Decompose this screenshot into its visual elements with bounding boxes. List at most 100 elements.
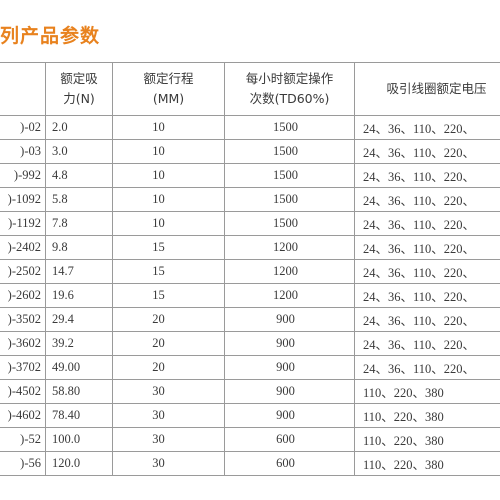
header-rated-stroke: 额定行程 (MM) xyxy=(112,62,225,116)
cell-operations-per-hour: 1500 xyxy=(224,211,355,236)
cell-rated-stroke: 20 xyxy=(112,355,225,380)
cell-model: )-992 xyxy=(0,163,46,188)
cell-rated-force: 5.8 xyxy=(45,187,113,212)
cell-rated-force: 49.00 xyxy=(45,355,113,380)
cell-coil-voltage: 24、36、110、220、 xyxy=(354,163,500,188)
cell-rated-stroke: 10 xyxy=(112,211,225,236)
cell-rated-force: 14.7 xyxy=(45,259,113,284)
cell-model: )-2602 xyxy=(0,283,46,308)
cell-operations-per-hour: 600 xyxy=(224,427,355,452)
table-row: )-2602 19.6 15 1200 24、36、110、220、 xyxy=(0,283,500,308)
table-row: )-3702 49.00 20 900 24、36、110、220、 xyxy=(0,355,500,380)
cell-rated-stroke: 15 xyxy=(112,235,225,260)
cell-rated-stroke: 15 xyxy=(112,283,225,308)
cell-coil-voltage: 110、220、380 xyxy=(354,403,500,428)
table-row: )-03 3.0 10 1500 24、36、110、220、 xyxy=(0,139,500,164)
table-row: )-2502 14.7 15 1200 24、36、110、220、 xyxy=(0,259,500,284)
cell-rated-force: 9.8 xyxy=(45,235,113,260)
cell-rated-stroke: 30 xyxy=(112,451,225,476)
table-row: )-4502 58.80 30 900 110、220、380 xyxy=(0,379,500,404)
cell-rated-force: 3.0 xyxy=(45,139,113,164)
cell-coil-voltage: 110、220、380 xyxy=(354,427,500,452)
cell-coil-voltage: 24、36、110、220、 xyxy=(354,187,500,212)
header-coil-voltage-line1: 吸引线圈额定电压 xyxy=(386,81,487,96)
cell-operations-per-hour: 900 xyxy=(224,307,355,332)
cell-coil-voltage: 24、36、110、220、 xyxy=(354,115,500,140)
cell-model: )-1092 xyxy=(0,187,46,212)
header-rated-force-line2: 力(N) xyxy=(63,91,95,106)
cell-operations-per-hour: 1500 xyxy=(224,115,355,140)
cell-operations-per-hour: 900 xyxy=(224,355,355,380)
cell-rated-force: 4.8 xyxy=(45,163,113,188)
table-row: )-3502 29.4 20 900 24、36、110、220、 xyxy=(0,307,500,332)
cell-coil-voltage: 24、36、110、220、 xyxy=(354,331,500,356)
header-rated-stroke-line2: (MM) xyxy=(152,91,185,106)
cell-operations-per-hour: 1200 xyxy=(224,235,355,260)
spec-table-wrapper: 额定吸 力(N) 额定行程 (MM) 每小时额定操作 次数(TD60%) 吸引线… xyxy=(0,62,500,476)
cell-coil-voltage: 24、36、110、220、 xyxy=(354,211,500,236)
cell-rated-force: 120.0 xyxy=(45,451,113,476)
cell-model: )-56 xyxy=(0,451,46,476)
table-row: )-52 100.0 30 600 110、220、380 xyxy=(0,427,500,452)
cell-model: )-4602 xyxy=(0,403,46,428)
cell-rated-stroke: 15 xyxy=(112,259,225,284)
cell-model: )-3702 xyxy=(0,355,46,380)
table-body: )-02 2.0 10 1500 24、36、110、220、)-03 3.0 10 1500… xyxy=(0,115,500,476)
cell-model: )-03 xyxy=(0,139,46,164)
cell-operations-per-hour: 900 xyxy=(224,331,355,356)
cell-rated-force: 29.4 xyxy=(45,307,113,332)
cell-model: )-02 xyxy=(0,115,46,140)
header-rated-stroke-line1: 额定行程 xyxy=(143,71,194,86)
cell-rated-force: 19.6 xyxy=(45,283,113,308)
cell-coil-voltage: 24、36、110、220、 xyxy=(354,235,500,260)
header-operations-line2: 次数(TD60%) xyxy=(249,91,330,106)
header-operations-per-hour: 每小时额定操作 次数(TD60%) xyxy=(224,62,355,116)
cell-rated-force: 58.80 xyxy=(45,379,113,404)
cell-operations-per-hour: 1500 xyxy=(224,163,355,188)
table-row: )-02 2.0 10 1500 24、36、110、220、 xyxy=(0,115,500,140)
cell-rated-stroke: 30 xyxy=(112,427,225,452)
cell-rated-stroke: 20 xyxy=(112,307,225,332)
cell-rated-stroke: 10 xyxy=(112,115,225,140)
cell-model: )-2402 xyxy=(0,235,46,260)
section-title: 列产品参数 xyxy=(0,25,101,47)
header-rated-force: 额定吸 力(N) xyxy=(45,62,113,116)
cell-coil-voltage: 24、36、110、220、 xyxy=(354,139,500,164)
cell-operations-per-hour: 1200 xyxy=(224,259,355,284)
cell-rated-force: 39.2 xyxy=(45,331,113,356)
table-row: )-4602 78.40 30 900 110、220、380 xyxy=(0,403,500,428)
cell-coil-voltage: 24、36、110、220、 xyxy=(354,307,500,332)
cell-rated-force: 100.0 xyxy=(45,427,113,452)
table-row: )-2402 9.8 15 1200 24、36、110、220、 xyxy=(0,235,500,260)
table-row: )-1192 7.8 10 1500 24、36、110、220、 xyxy=(0,211,500,236)
cell-operations-per-hour: 1200 xyxy=(224,283,355,308)
cell-model: )-4502 xyxy=(0,379,46,404)
spec-table: 额定吸 力(N) 额定行程 (MM) 每小时额定操作 次数(TD60%) 吸引线… xyxy=(0,62,500,476)
cell-operations-per-hour: 900 xyxy=(224,403,355,428)
cell-model: )-52 xyxy=(0,427,46,452)
header-operations-line1: 每小时额定操作 xyxy=(245,71,334,86)
cell-rated-stroke: 10 xyxy=(112,139,225,164)
table-row: )-1092 5.8 10 1500 24、36、110、220、 xyxy=(0,187,500,212)
cell-coil-voltage: 24、36、110、220、 xyxy=(354,355,500,380)
cell-rated-stroke: 10 xyxy=(112,187,225,212)
cell-rated-stroke: 20 xyxy=(112,331,225,356)
cell-coil-voltage: 24、36、110、220、 xyxy=(354,259,500,284)
cell-coil-voltage: 110、220、380 xyxy=(354,451,500,476)
cell-operations-per-hour: 1500 xyxy=(224,187,355,212)
cell-rated-force: 78.40 xyxy=(45,403,113,428)
cell-rated-force: 7.8 xyxy=(45,211,113,236)
cell-model: )-1192 xyxy=(0,211,46,236)
cell-operations-per-hour: 900 xyxy=(224,379,355,404)
table-row: )-3602 39.2 20 900 24、36、110、220、 xyxy=(0,331,500,356)
table-row: )-992 4.8 10 1500 24、36、110、220、 xyxy=(0,163,500,188)
cell-rated-force: 2.0 xyxy=(45,115,113,140)
cell-model: )-3502 xyxy=(0,307,46,332)
cell-coil-voltage: 110、220、380 xyxy=(354,379,500,404)
header-row: 额定吸 力(N) 额定行程 (MM) 每小时额定操作 次数(TD60%) 吸引线… xyxy=(0,62,500,116)
cell-operations-per-hour: 1500 xyxy=(224,139,355,164)
cell-rated-stroke: 30 xyxy=(112,403,225,428)
cell-operations-per-hour: 600 xyxy=(224,451,355,476)
table-row: )-56 120.0 30 600 110、220、380 xyxy=(0,451,500,476)
